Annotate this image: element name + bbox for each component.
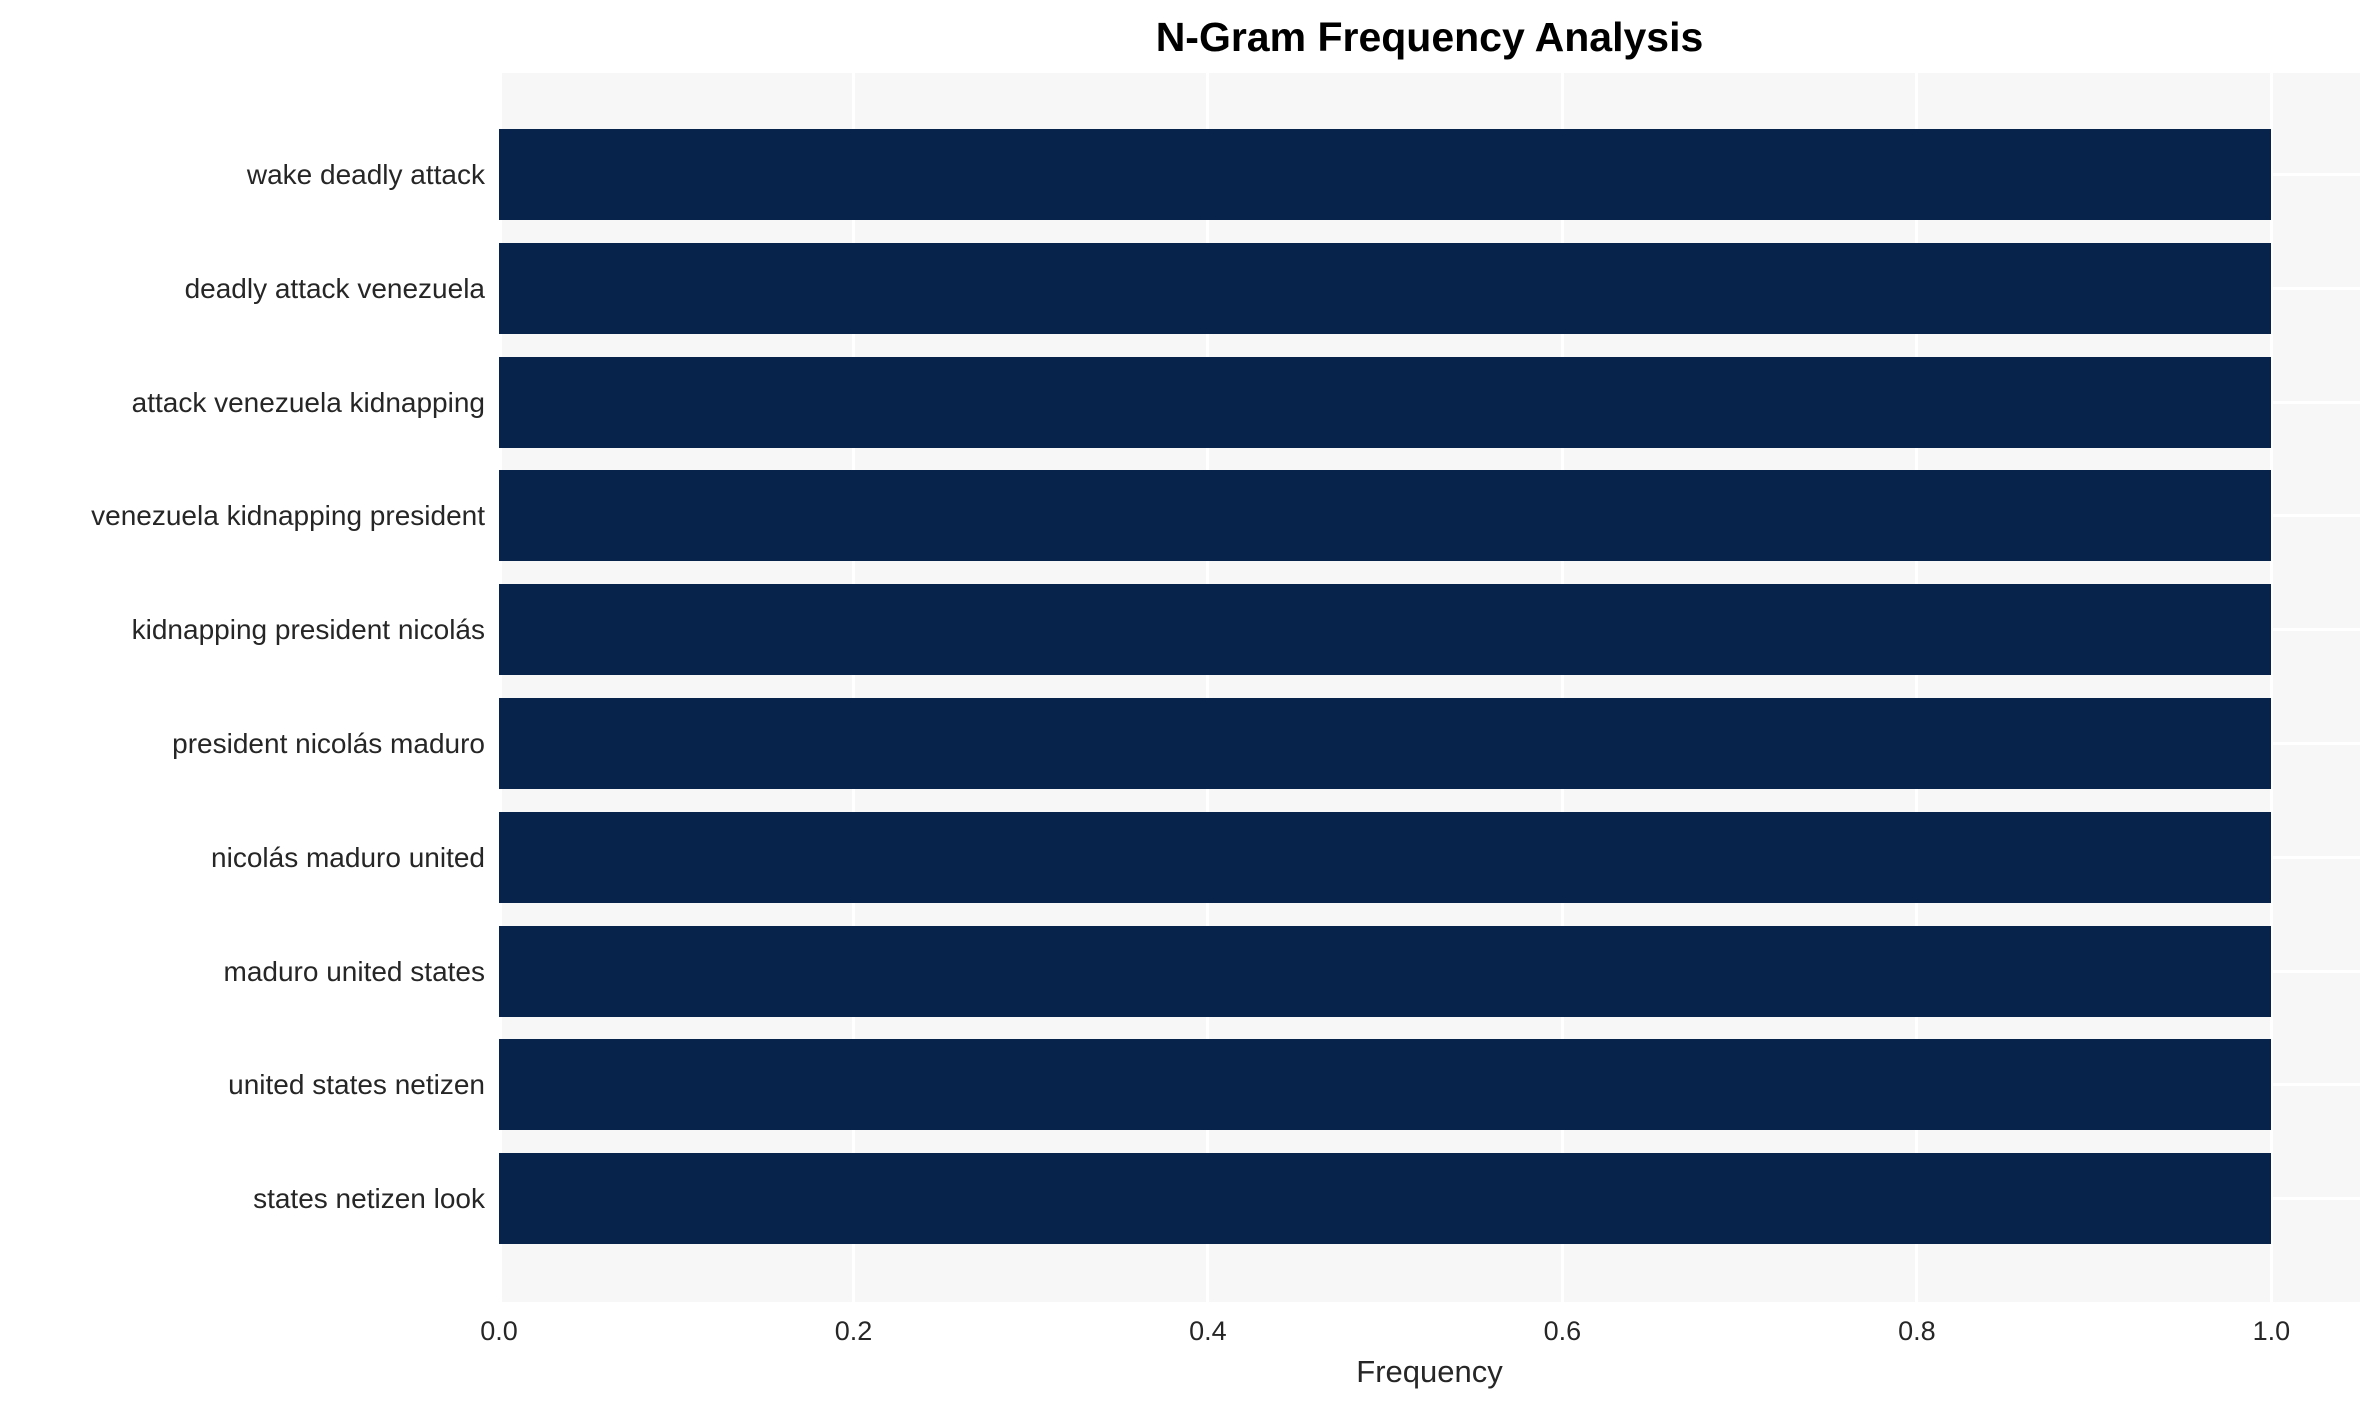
y-tick-label: united states netizen (228, 1069, 485, 1101)
bar (499, 242, 2272, 334)
x-gridline (851, 73, 855, 1302)
y-tick-label: maduro united states (223, 955, 486, 987)
x-gridline (1915, 73, 1919, 1302)
bar (499, 129, 2272, 220)
bar (499, 356, 2272, 448)
bar (499, 584, 2272, 676)
x-tick-label: 0.4 (1189, 1316, 1227, 1346)
y-tick-label: deadly attack venezuela (184, 272, 485, 304)
y-tick-label: venezuela kidnapping president (91, 500, 485, 532)
x-tick-label: 1.0 (2252, 1316, 2291, 1346)
x-axis-label: Frequency (1356, 1354, 1503, 1389)
bar (499, 1039, 2272, 1131)
chart-title: N-Gram Frequency Analysis (1155, 14, 1704, 60)
x-gridline (499, 73, 502, 1302)
plot-area (499, 73, 2360, 1302)
y-tick-label: kidnapping president nicolás (131, 614, 485, 646)
y-tick-label: states netizen look (253, 1183, 485, 1215)
bar (499, 1153, 2272, 1245)
x-gridline (2269, 73, 2273, 1302)
x-tick-label: 0.0 (480, 1316, 518, 1346)
x-tick-label: 0.8 (1898, 1316, 1936, 1346)
y-tick-label: wake deadly attack (246, 159, 485, 190)
y-tick-label: president nicolás maduro (172, 728, 485, 759)
x-gridline (1206, 73, 1210, 1302)
bar (499, 811, 2272, 903)
bar (499, 925, 2272, 1017)
bar (499, 698, 2272, 789)
x-tick-label: 0.2 (834, 1316, 873, 1346)
y-tick-label: nicolás maduro united (211, 841, 485, 873)
x-gridline (1560, 73, 1564, 1302)
x-tick-label: 0.6 (1543, 1316, 1582, 1346)
bar (499, 470, 2272, 562)
y-tick-label: attack venezuela kidnapping (131, 386, 485, 418)
